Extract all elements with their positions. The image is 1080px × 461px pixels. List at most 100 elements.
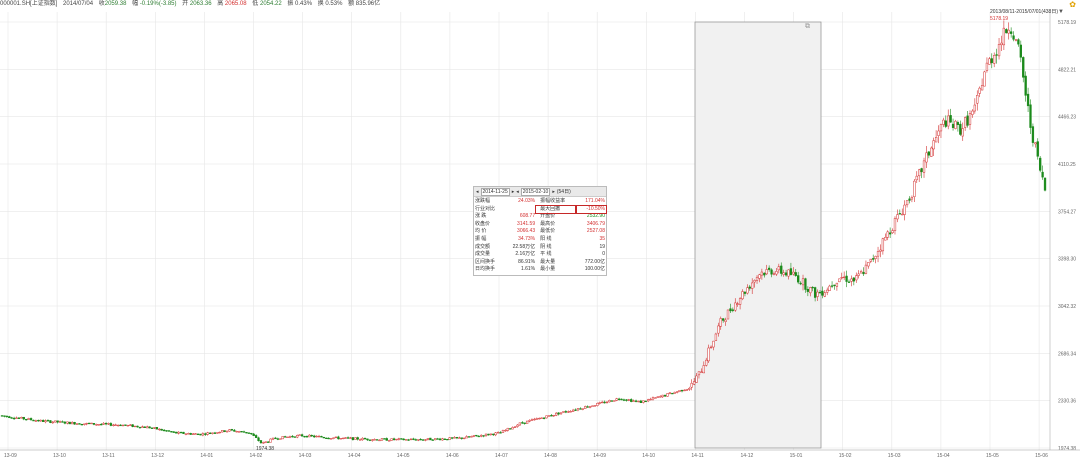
candle-down xyxy=(303,435,306,438)
prev-end-icon[interactable]: ◂ xyxy=(516,188,519,195)
candle-down xyxy=(32,419,35,422)
candle-down xyxy=(283,436,287,438)
stat-value: 22.58万亿 xyxy=(512,243,536,250)
candle-down xyxy=(1009,31,1013,34)
stat-label: 振 幅 xyxy=(475,235,487,242)
candle-down xyxy=(356,437,359,440)
x-axis-label: 14-06 xyxy=(446,453,459,459)
candle-up xyxy=(997,44,1001,57)
candle-down xyxy=(41,420,45,422)
candle-up xyxy=(20,416,23,419)
candle-up xyxy=(930,147,933,157)
candle-down xyxy=(1043,177,1047,191)
x-axis-label: 14-02 xyxy=(250,453,263,459)
amp-label: 振 xyxy=(287,1,294,7)
triangle-down-icon[interactable]: ▼ xyxy=(1058,9,1064,15)
candle-down xyxy=(610,400,613,402)
x-axis-label: 14-11 xyxy=(691,453,704,459)
candle-up xyxy=(746,287,749,294)
range-stats-table: 涨跌幅 24.03% 振幅收益率 171.04% 行业对比 最大回撤 -10.50% 涨 跌 6… xyxy=(474,198,607,274)
candle-up xyxy=(39,419,42,422)
export-icon[interactable]: ⧉ xyxy=(805,23,810,30)
candle-up xyxy=(107,423,110,425)
stats-row: 成交量 2.16万亿平 线 0 xyxy=(474,251,606,259)
candle-down xyxy=(250,432,253,435)
candle-up xyxy=(518,422,522,426)
candle-up xyxy=(494,432,497,436)
y-axis-label: 1974.38 xyxy=(1058,446,1076,452)
candle-up xyxy=(772,273,776,275)
symbol-name[interactable]: 000001.SH[上证指数] xyxy=(0,1,58,7)
candle-down xyxy=(748,286,751,289)
candle-down xyxy=(680,389,684,392)
candle-down xyxy=(487,433,490,436)
prev-start-icon[interactable]: ◂ xyxy=(476,188,479,195)
y-axis-label: 3754.27 xyxy=(1058,209,1076,215)
candle-up xyxy=(332,437,335,439)
candle-down xyxy=(789,268,793,275)
stat-label: 涨 跌 xyxy=(475,213,487,220)
candle-down xyxy=(927,151,931,156)
candle-up xyxy=(206,432,209,435)
candle-up xyxy=(1002,27,1006,46)
candle-down xyxy=(150,427,154,429)
date-range[interactable]: 2013/08/11-2015/07/01(438日) xyxy=(989,9,1058,15)
candle-up xyxy=(697,371,701,376)
candle-down xyxy=(671,392,674,395)
candle-up xyxy=(932,140,935,150)
candle-up xyxy=(838,278,841,283)
candle-up xyxy=(714,333,718,341)
next-start-icon[interactable]: ▸ xyxy=(511,188,515,195)
x-axis-label: 14-09 xyxy=(593,453,606,459)
candle-down xyxy=(450,437,454,439)
candle-up xyxy=(339,438,342,440)
candle-down xyxy=(167,430,171,432)
candle-up xyxy=(588,405,592,408)
stat-value: 0 xyxy=(602,251,605,258)
candle-up xyxy=(695,375,698,383)
candle-up xyxy=(971,110,974,115)
stats-row: 成交额 22.58万亿阴 线 19 xyxy=(474,244,606,252)
next-end-icon[interactable]: ▸ xyxy=(552,188,555,195)
selection-range[interactable] xyxy=(694,21,822,449)
stat-label: 阴 线 xyxy=(540,243,552,250)
candle-up xyxy=(562,411,565,413)
candle-down xyxy=(944,120,947,127)
candle-up xyxy=(538,417,541,420)
candle-down xyxy=(247,432,250,434)
candle-up xyxy=(954,120,957,129)
range-end-date[interactable]: 2015-02-10 xyxy=(520,187,551,196)
candle-down xyxy=(763,272,766,276)
candle-up xyxy=(835,282,839,287)
candle-up xyxy=(983,71,986,87)
candle-down xyxy=(37,419,40,422)
candle-up xyxy=(605,401,609,404)
candle-up xyxy=(922,160,926,173)
turnover-value: 0.53% xyxy=(325,1,343,7)
candle-down xyxy=(313,435,316,438)
candle-down xyxy=(663,394,667,397)
candle-up xyxy=(359,439,362,441)
candle-up xyxy=(673,391,676,394)
range-start-date[interactable]: 2014-11-25 xyxy=(480,187,510,196)
candle-up xyxy=(112,424,115,426)
candle-down xyxy=(46,420,50,422)
settings-icon[interactable]: ✿ xyxy=(1069,0,1076,9)
candle-up xyxy=(1007,29,1010,34)
amount-value: 835.96亿 xyxy=(355,1,381,7)
candle-up xyxy=(656,396,659,398)
candle-down xyxy=(68,421,71,425)
candle-up xyxy=(910,197,914,200)
candle-up xyxy=(939,124,943,132)
candle-up xyxy=(296,435,299,438)
candle-up xyxy=(58,421,62,423)
candle-down xyxy=(438,438,442,441)
candle-up xyxy=(102,423,105,425)
candle-down xyxy=(477,435,480,438)
candle-up xyxy=(281,436,284,440)
candle-down xyxy=(1022,57,1025,78)
candle-up xyxy=(666,393,669,397)
candle-up xyxy=(192,433,195,435)
candle-down xyxy=(455,436,459,439)
